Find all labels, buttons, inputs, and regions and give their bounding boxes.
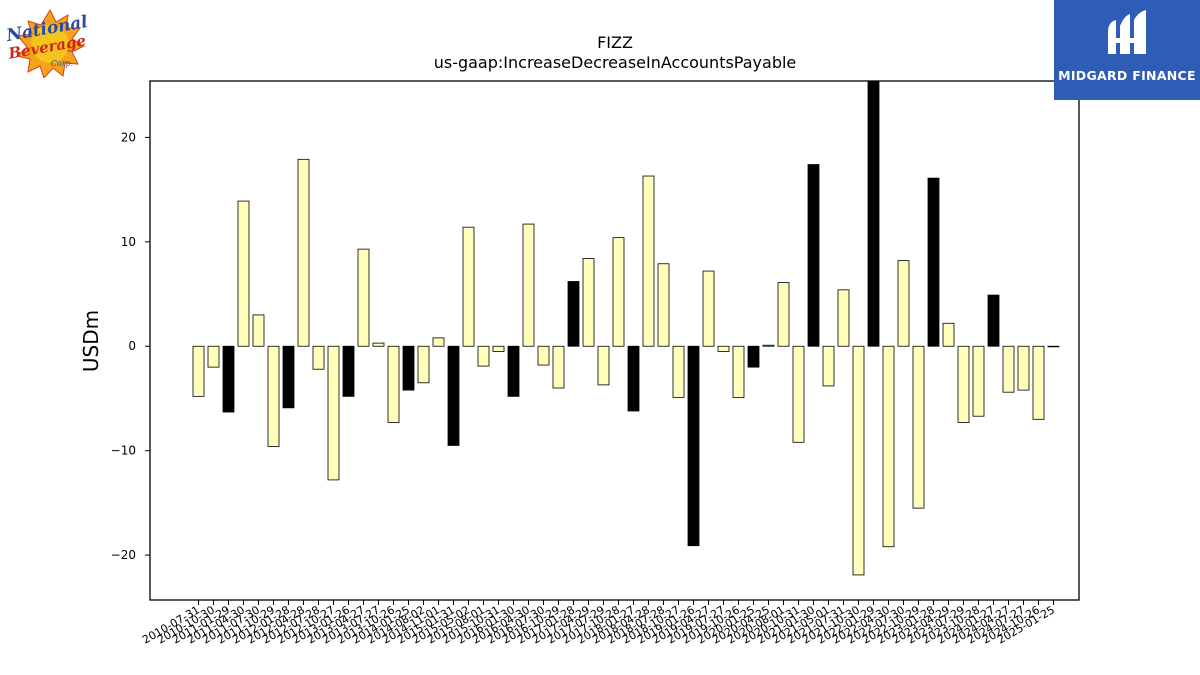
bar-2021-01-30 <box>807 164 820 347</box>
bar-2011-04-30 <box>237 200 250 347</box>
svg-text:Corp.: Corp. <box>51 59 73 68</box>
bar-2022-04-30 <box>882 345 895 548</box>
bar-2022-07-30 <box>897 260 910 347</box>
bar-2013-10-26 <box>387 345 400 423</box>
chart-title: FIZZ <box>597 33 633 52</box>
bar-2017-01-28 <box>567 281 580 347</box>
bar-2016-10-29 <box>552 345 565 389</box>
national-beverage-logo: National Beverage Corp. <box>4 4 92 79</box>
bar-2015-08-01 <box>477 345 490 367</box>
y-tick-label: −20 <box>111 548 136 562</box>
bar-2016-04-30 <box>522 223 535 347</box>
bar-2012-10-27 <box>327 345 340 481</box>
bar-2010-07-31 <box>192 345 205 397</box>
y-tick-label: 10 <box>121 235 136 249</box>
bar-2015-05-02 <box>462 226 475 347</box>
bar-2018-04-28 <box>642 175 655 347</box>
bar-2024-01-27 <box>987 294 1000 347</box>
bar-2024-07-27 <box>1017 345 1030 391</box>
sunburst-logo-icon: National Beverage Corp. <box>4 8 90 79</box>
bar-2016-01-30 <box>507 345 520 397</box>
bar-2021-07-31 <box>837 289 850 347</box>
bar-2014-08-02 <box>417 345 430 384</box>
bar-2017-07-29 <box>597 345 610 386</box>
bar-2010-10-30 <box>207 345 220 368</box>
bar-2022-01-29 <box>867 80 880 347</box>
bar-2019-01-26 <box>687 345 700 547</box>
bar-2025-01-25 <box>1047 345 1060 348</box>
bar-2017-10-28 <box>612 237 625 347</box>
y-tick-label: 0 <box>128 339 136 353</box>
bar-2020-10-31 <box>792 345 805 443</box>
bar-2015-01-31 <box>447 345 460 446</box>
bar-2015-10-31 <box>492 345 505 352</box>
bar-2013-07-27 <box>372 342 385 347</box>
bar-2020-04-25 <box>762 344 775 347</box>
bar-2024-04-27 <box>1002 345 1015 393</box>
y-tick-label: −10 <box>111 444 136 458</box>
midgard-finance-logo: MIDGARD FINANCE <box>1054 0 1200 100</box>
bar-2011-10-29 <box>267 345 280 447</box>
y-axis-label: USDm <box>79 310 103 372</box>
bar-2012-01-28 <box>282 345 295 409</box>
bar-2011-07-30 <box>252 314 265 347</box>
bar-2020-08-01 <box>777 282 790 347</box>
bar-2022-10-29 <box>912 345 925 509</box>
bar-2012-07-28 <box>312 345 325 370</box>
bar-2017-04-29 <box>582 258 595 347</box>
bar-2014-11-01 <box>432 337 445 347</box>
bar-2018-01-27 <box>627 345 640 412</box>
plot-frame <box>149 80 1080 601</box>
bar-2019-10-26 <box>732 345 745 398</box>
bar-2011-01-29 <box>222 345 235 413</box>
bar-2019-04-27 <box>702 270 715 347</box>
midgard-mark-icon <box>1108 10 1146 54</box>
bar-2019-07-27 <box>717 345 730 352</box>
bar-2013-04-27 <box>357 248 370 347</box>
x-axis-ticks: 2010-07-312010-10-302011-01-292011-04-30… <box>140 600 1057 647</box>
chart-subtitle: us-gaap:IncreaseDecreaseInAccountsPayabl… <box>434 53 797 72</box>
y-axis-ticks: −20 −10 0 10 20 <box>111 130 150 562</box>
bar-2014-01-25 <box>402 345 415 391</box>
y-tick-label: 20 <box>121 130 136 144</box>
bars-group <box>192 80 1060 576</box>
bar-2023-01-28 <box>927 177 940 347</box>
bar-2023-07-29 <box>957 345 970 423</box>
bar-2020-01-25 <box>747 345 760 368</box>
bar-2024-10-26 <box>1032 345 1045 420</box>
bar-2012-04-28 <box>297 158 310 347</box>
bar-2023-04-29 <box>942 322 955 347</box>
midgard-finance-wordmark: MIDGARD FINANCE <box>1058 68 1196 83</box>
bar-2021-05-01 <box>822 345 835 387</box>
bar-2016-07-30 <box>537 345 550 366</box>
bar-2018-07-28 <box>657 263 670 347</box>
bar-2013-01-26 <box>342 345 355 397</box>
bar-2021-10-30 <box>852 345 865 576</box>
bar-2018-10-27 <box>672 345 685 398</box>
bar-2023-10-28 <box>972 345 985 417</box>
